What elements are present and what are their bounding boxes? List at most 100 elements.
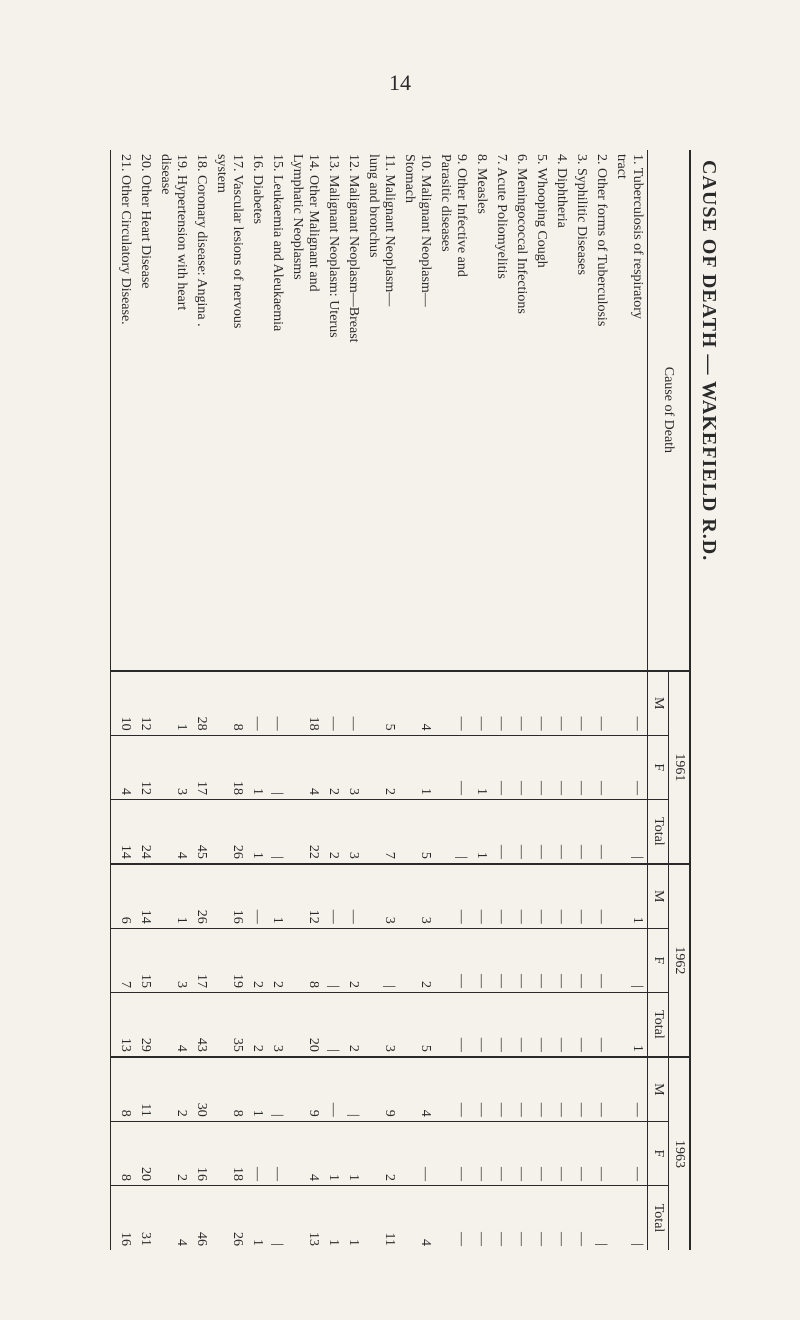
value-cell: 22 bbox=[287, 799, 323, 863]
cause-cell: 5. Whooping Cough bbox=[531, 150, 551, 671]
value-cell: 1 bbox=[247, 1186, 267, 1250]
value-cell: — bbox=[435, 864, 471, 928]
value-cell: — bbox=[491, 864, 511, 928]
value-cell: 11 bbox=[135, 1057, 155, 1121]
col-m: M bbox=[648, 671, 669, 735]
value-cell: — bbox=[531, 671, 551, 735]
value-cell: — bbox=[471, 1121, 491, 1185]
value-cell: — bbox=[551, 864, 571, 928]
value-cell: — bbox=[571, 735, 591, 799]
cause-cell: 15. Leukaemia and Aleukaemia bbox=[267, 150, 287, 671]
value-cell: 4 bbox=[155, 993, 191, 1057]
value-cell: 3 bbox=[343, 799, 363, 863]
cause-cell: 21. Other Circulatory Disease. bbox=[111, 150, 136, 671]
value-cell: | bbox=[591, 1186, 611, 1250]
value-cell: | bbox=[267, 1057, 287, 1121]
value-cell: 19 bbox=[211, 928, 247, 992]
value-cell: — bbox=[551, 799, 571, 863]
value-cell: — bbox=[511, 864, 531, 928]
year-1961: 1961 bbox=[669, 671, 691, 864]
value-cell: 13 bbox=[287, 1186, 323, 1250]
value-cell: 1 bbox=[247, 1057, 267, 1121]
year-1962: 1962 bbox=[669, 864, 691, 1057]
value-cell: — bbox=[343, 671, 363, 735]
value-cell: 20 bbox=[287, 993, 323, 1057]
value-cell: — bbox=[247, 671, 267, 735]
cause-cell: 11. Malignant Neoplasm— lung and bronchu… bbox=[363, 150, 399, 671]
value-cell: — bbox=[551, 1121, 571, 1185]
value-cell: 8 bbox=[287, 928, 323, 992]
value-cell: | bbox=[267, 1186, 287, 1250]
value-cell: 5 bbox=[399, 993, 435, 1057]
value-cell: 11 bbox=[363, 1186, 399, 1250]
value-cell: 3 bbox=[155, 735, 191, 799]
table-row: 7. Acute Poliomyelitis————————— bbox=[491, 150, 511, 1250]
value-cell: — bbox=[435, 928, 471, 992]
value-cell: — bbox=[591, 735, 611, 799]
value-cell: — bbox=[591, 993, 611, 1057]
value-cell: | bbox=[611, 1186, 648, 1250]
cause-header: Cause of Death bbox=[648, 150, 691, 671]
value-cell: — bbox=[399, 1121, 435, 1185]
cause-cell: 10. Malignant Neoplasm— Stomach bbox=[399, 150, 435, 671]
col-total: Total bbox=[648, 993, 669, 1057]
value-cell: — bbox=[591, 928, 611, 992]
value-cell: 2 bbox=[343, 928, 363, 992]
value-cell: — bbox=[591, 671, 611, 735]
cause-cell: 1. Tuberculosis of respiratory tract bbox=[611, 150, 648, 671]
table-row: 3. Syphilitic Diseases————————— bbox=[571, 150, 591, 1250]
value-cell: — bbox=[511, 671, 531, 735]
col-f: F bbox=[648, 1121, 669, 1185]
value-cell: — bbox=[551, 928, 571, 992]
value-cell: 1 bbox=[471, 799, 491, 863]
value-cell: 12 bbox=[135, 671, 155, 735]
cause-cell: 17. Vascular lesions of nervous system bbox=[211, 150, 247, 671]
value-cell: — bbox=[247, 1121, 267, 1185]
value-cell: — bbox=[551, 671, 571, 735]
value-cell: 18 bbox=[211, 1121, 247, 1185]
value-cell: 2 bbox=[399, 928, 435, 992]
table-row: 13. Malignant Neoplasm: Uterus—22—||—11 bbox=[323, 150, 343, 1250]
value-cell: — bbox=[531, 799, 551, 863]
value-cell: 1 bbox=[247, 735, 267, 799]
value-cell: — bbox=[571, 1057, 591, 1121]
value-cell: 2 bbox=[323, 735, 343, 799]
value-cell: 1 bbox=[611, 864, 648, 928]
value-cell: 24 bbox=[135, 799, 155, 863]
value-cell: 7 bbox=[363, 799, 399, 863]
table-row: 2. Other forms of Tuberculosis————————| bbox=[591, 150, 611, 1250]
value-cell: 16 bbox=[211, 864, 247, 928]
value-cell: 1 bbox=[323, 1121, 343, 1185]
value-cell: — bbox=[531, 735, 551, 799]
value-cell: — bbox=[267, 671, 287, 735]
value-cell: — bbox=[571, 993, 591, 1057]
value-cell: — bbox=[511, 735, 531, 799]
table-row: 12. Malignant Neoplasm—Breast—33—22|11 bbox=[343, 150, 363, 1250]
value-cell: — bbox=[511, 1057, 531, 1121]
value-cell: — bbox=[591, 1121, 611, 1185]
value-cell: 10 bbox=[111, 671, 136, 735]
value-cell: 4 bbox=[399, 1057, 435, 1121]
value-cell: — bbox=[531, 1121, 551, 1185]
table-row: 4. Diphtheria————————— bbox=[551, 150, 571, 1250]
cause-cell: 3. Syphilitic Diseases bbox=[571, 150, 591, 671]
value-cell: — bbox=[491, 1057, 511, 1121]
value-cell: — bbox=[531, 993, 551, 1057]
value-cell: 26 bbox=[211, 1186, 247, 1250]
cause-cell: 20. Other Heart Disease bbox=[135, 150, 155, 671]
cause-cell: 19. Hypertension with heart disease bbox=[155, 150, 191, 671]
value-cell: 1 bbox=[323, 1186, 343, 1250]
value-cell: — bbox=[435, 1186, 471, 1250]
value-cell: | bbox=[611, 799, 648, 863]
value-cell: 16 bbox=[111, 1186, 136, 1250]
value-cell: — bbox=[491, 993, 511, 1057]
value-cell: — bbox=[343, 864, 363, 928]
cause-cell: 6. Meningococcal Infections bbox=[511, 150, 531, 671]
cause-cell: 2. Other forms of Tuberculosis bbox=[591, 150, 611, 671]
value-cell: 3 bbox=[155, 928, 191, 992]
col-f: F bbox=[648, 928, 669, 992]
value-cell: 2 bbox=[267, 928, 287, 992]
value-cell: 1 bbox=[343, 1186, 363, 1250]
value-cell: 17 bbox=[191, 928, 211, 992]
cause-cell: 16. Diabetes bbox=[247, 150, 267, 671]
